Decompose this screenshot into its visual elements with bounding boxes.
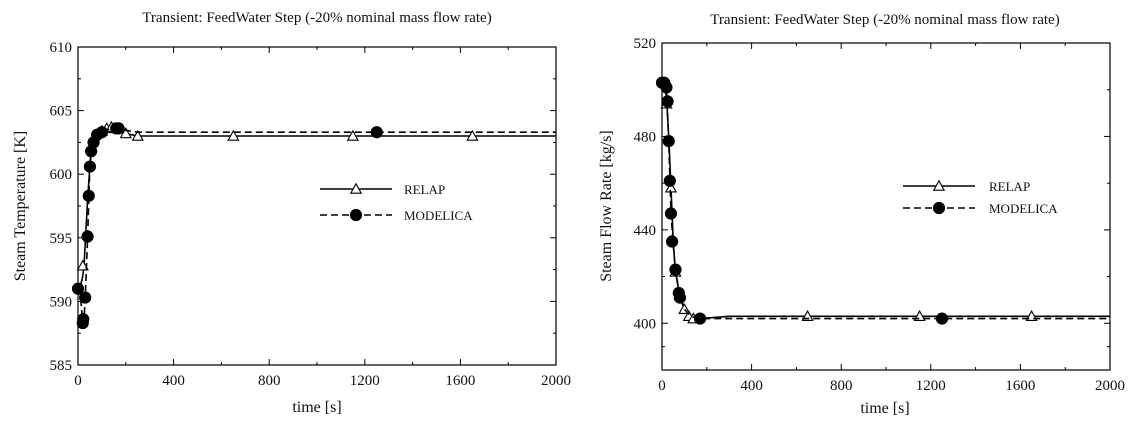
- x-tick-label: 400: [162, 373, 185, 389]
- marker-triangle: [227, 129, 240, 141]
- marker-circle: [349, 208, 363, 222]
- marker-circle: [935, 312, 949, 325]
- marker-circle: [664, 207, 678, 220]
- ticks: 0 400 800 1200 1600 2000 400 440 480 520: [634, 36, 1126, 394]
- marker-triangle: [131, 129, 144, 141]
- ticks: 0 400 800 1200 1600 2000 585 590 595 600 605 610: [50, 40, 572, 389]
- marker-circle: [71, 282, 85, 295]
- series-line-modelica: [77, 127, 556, 324]
- marker-triangle: [466, 129, 479, 141]
- marker-circle: [83, 160, 97, 173]
- x-tick-label: 2000: [541, 373, 571, 389]
- x-tick-label: 400: [740, 378, 763, 394]
- marker-circle: [81, 230, 94, 243]
- y-tick-label: 585: [50, 358, 73, 374]
- y-axis-label: Steam Temperature [K]: [12, 131, 29, 282]
- x-tick-label: 1200: [916, 378, 946, 394]
- y-tick-label: 600: [50, 167, 73, 183]
- y-tick-label: 520: [634, 36, 657, 52]
- marker-circle: [663, 174, 676, 187]
- x-tick-label: 800: [830, 378, 853, 394]
- plot-frame: [77, 46, 557, 366]
- x-tick-label: 0: [658, 378, 666, 394]
- marker-circle: [95, 126, 109, 139]
- x-axis-label: time [s]: [860, 400, 909, 417]
- legend-label: RELAP: [989, 179, 1030, 194]
- marker-triangle: [349, 182, 363, 194]
- chart-steam-temperature: Transient: FeedWater Step (-20% nominal …: [12, 10, 571, 416]
- marker-circle: [932, 201, 946, 215]
- marker-triangle: [346, 129, 359, 141]
- y-tick-label: 480: [634, 129, 657, 145]
- marker-circle: [77, 313, 90, 326]
- chart-title: Transient: FeedWater Step (-20% nominal …: [142, 10, 491, 26]
- x-axis-label: time [s]: [292, 399, 341, 416]
- marker-circle: [662, 135, 675, 148]
- marker-circle: [79, 291, 92, 304]
- marker-triangle: [932, 179, 946, 191]
- legend-label: MODELICA: [404, 208, 473, 223]
- legend-label: MODELICA: [989, 201, 1058, 216]
- series-layer: [655, 76, 1110, 325]
- marker-circle: [673, 291, 687, 304]
- legend: RELAP MODELICA: [320, 182, 473, 223]
- marker-circle: [82, 189, 95, 202]
- legend: RELAP MODELICA: [903, 179, 1058, 216]
- y-tick-label: 610: [50, 40, 73, 56]
- y-tick-label: 590: [50, 294, 73, 310]
- x-tick-label: 1600: [445, 373, 475, 389]
- marker-triangle: [119, 127, 132, 139]
- series-layer: [71, 120, 556, 330]
- chart-title: Transient: FeedWater Step (-20% nominal …: [710, 12, 1059, 28]
- marker-circle: [370, 126, 383, 139]
- marker-circle: [693, 312, 707, 325]
- marker-circle: [665, 235, 679, 248]
- marker-triangle: [76, 259, 89, 271]
- x-tick-label: 1600: [1005, 378, 1035, 394]
- y-tick-label: 440: [634, 223, 657, 239]
- marker-circle: [669, 263, 682, 276]
- x-tick-label: 800: [258, 373, 281, 389]
- legend-label: RELAP: [404, 182, 445, 197]
- marker-circle: [112, 122, 125, 135]
- x-tick-label: 2000: [1095, 378, 1125, 394]
- marker-circle: [661, 95, 674, 108]
- y-tick-label: 605: [50, 104, 73, 120]
- chart-steam-flow-rate: Transient: FeedWater Step (-20% nominal …: [598, 12, 1125, 417]
- marker-circle: [660, 81, 673, 94]
- x-tick-label: 0: [74, 373, 82, 389]
- series-line-relap: [77, 126, 556, 290]
- y-tick-label: 400: [634, 316, 657, 332]
- x-tick-label: 1200: [350, 373, 380, 389]
- y-axis-label: Steam Flow Rate [kg/s]: [598, 130, 615, 282]
- y-tick-label: 595: [50, 231, 73, 247]
